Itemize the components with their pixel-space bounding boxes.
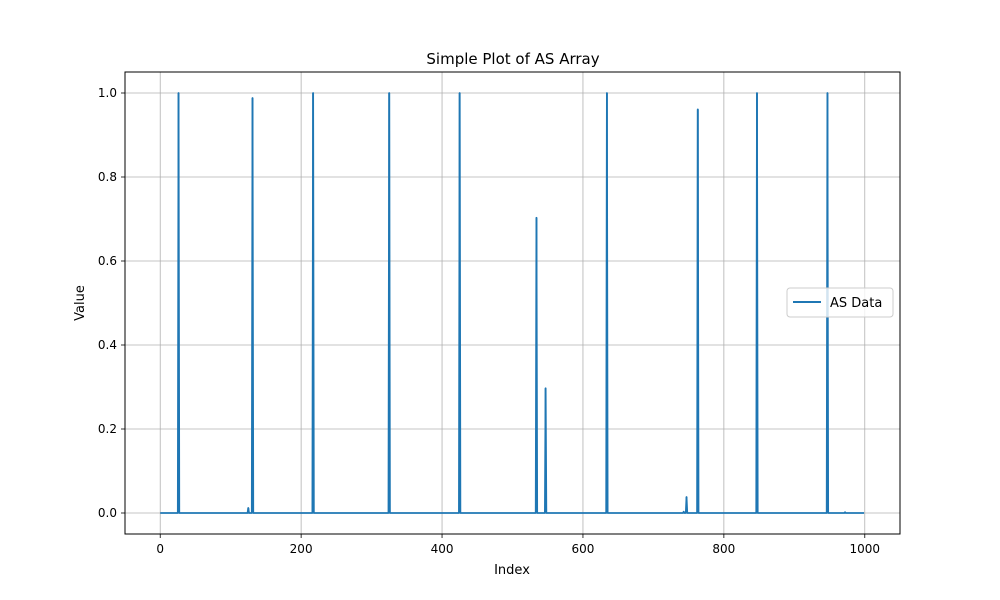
y-tick-label: 0.0 [98,506,117,520]
x-axis-label: Index [494,563,530,578]
legend-box [786,287,894,318]
series-line [160,92,865,514]
plot-frame [124,71,901,535]
x-tick-label: 200 [290,542,313,556]
y-tick-label: 0.6 [98,254,117,268]
x-tick-label: 800 [712,542,735,556]
legend-label: AS Data [830,296,882,311]
x-axis-ticks: 0 200 400 600 800 1000 [156,534,880,556]
y-tick-label: 0.8 [98,170,117,184]
y-tick-label: 0.4 [98,338,117,352]
chart-title: Simple Plot of AS Array [426,50,599,68]
x-tick-label: 400 [431,542,454,556]
x-tick-label: 0 [156,542,164,556]
legend: AS Data [786,287,894,318]
y-axis-ticks: 0.0 0.2 0.4 0.6 0.8 1.0 [98,86,125,520]
series-layer [160,92,865,514]
y-axis-label: Value [73,285,88,321]
y-tick-label: 0.2 [98,422,117,436]
x-tick-label: 1000 [849,542,880,556]
grid-lines [125,72,900,534]
y-tick-label: 1.0 [98,86,117,100]
x-tick-label: 600 [572,542,595,556]
